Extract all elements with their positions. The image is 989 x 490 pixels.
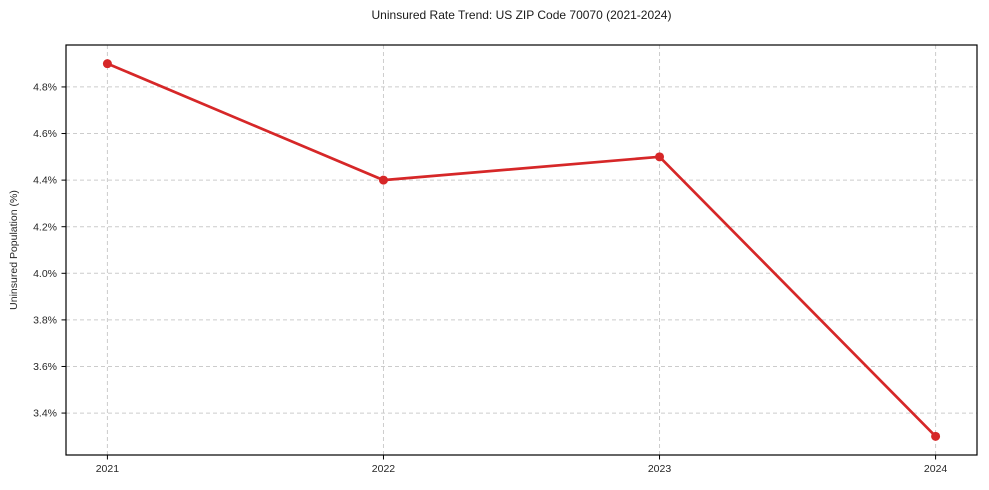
- y-tick-label: 4.0%: [33, 268, 57, 280]
- y-tick-label: 3.4%: [33, 408, 57, 420]
- data-point: [931, 431, 941, 441]
- data-point: [102, 59, 112, 69]
- plot-border: [65, 44, 978, 456]
- y-tick-label: 3.6%: [33, 361, 57, 373]
- chart-title: Uninsured Rate Trend: US ZIP Code 70070 …: [371, 8, 672, 22]
- y-tick-label: 4.2%: [33, 221, 57, 233]
- data-point: [655, 152, 665, 162]
- x-tick-label: 2021: [96, 463, 120, 475]
- x-tick-label: 2023: [648, 463, 672, 475]
- y-tick-label: 4.6%: [33, 128, 57, 140]
- x-tick-label: 2022: [372, 463, 396, 475]
- y-tick-label: 4.4%: [33, 175, 57, 187]
- x-tick-label: 2024: [924, 463, 948, 475]
- trend-line: [106, 62, 937, 438]
- data-point: [378, 175, 388, 185]
- y-tick-label: 4.8%: [33, 82, 57, 94]
- y-tick-label: 3.8%: [33, 314, 57, 326]
